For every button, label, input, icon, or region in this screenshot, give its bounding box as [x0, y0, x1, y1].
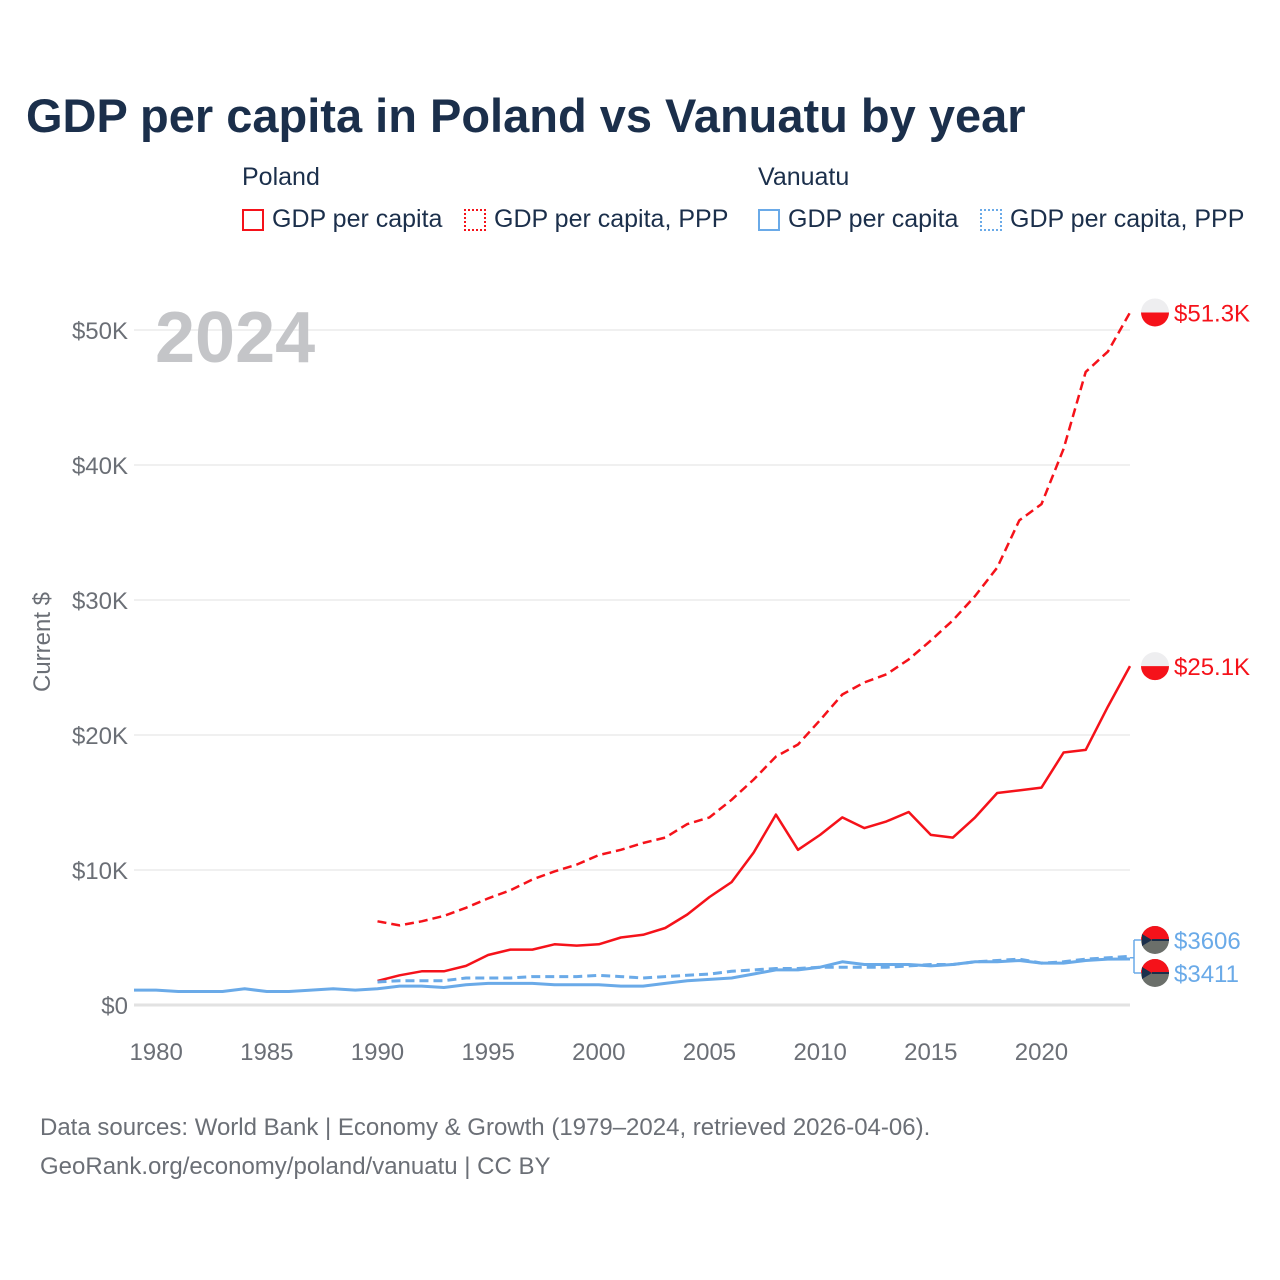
source-note: Data sources: World Bank | Economy & Gro…	[40, 1108, 930, 1186]
flag-red	[1141, 959, 1169, 973]
flag-red	[1141, 312, 1169, 327]
source-line: Data sources: World Bank | Economy & Gro…	[40, 1114, 931, 1141]
label-connector	[1130, 939, 1142, 974]
legend-group-poland: Poland	[242, 163, 320, 191]
legend-vanuatu-gdp[interactable]: GDP per capita	[758, 205, 958, 234]
end-value-label: $51.3K	[1174, 300, 1250, 327]
end-value-label: $3606	[1174, 928, 1241, 955]
legend-group-vanuatu: Vanuatu	[758, 163, 850, 191]
flag-triangle	[1142, 934, 1152, 946]
x-tick-label: 2010	[793, 1039, 846, 1066]
y-tick-label: $0	[101, 993, 128, 1020]
y-axis-label: Current $	[29, 592, 56, 692]
legend-vanuatu-ppp[interactable]: GDP per capita, PPP	[980, 205, 1244, 234]
x-tick-label: 1980	[129, 1039, 182, 1066]
legend-swatch-dotted	[464, 208, 486, 231]
legend-label: GDP per capita, PPP	[1010, 205, 1245, 233]
y-tick-label: $30K	[72, 588, 128, 615]
y-tick-label: $50K	[72, 318, 128, 345]
legend-swatch-dotted	[980, 208, 1002, 231]
x-tick-label: 1985	[240, 1039, 293, 1066]
series-line-vanuatu-gdp-per-capita	[134, 957, 1131, 993]
flag-vanuatu-icon	[1141, 926, 1169, 954]
flag-red	[1141, 926, 1169, 940]
year-watermark: 2024	[155, 298, 315, 378]
flag-red	[1141, 666, 1169, 681]
source-link[interactable]: GeoRank.org/economy/poland/vanuatu | CC …	[40, 1153, 551, 1180]
flag-poland-icon	[1141, 298, 1169, 327]
flag-poland-icon	[1141, 652, 1169, 681]
legend-swatch-solid	[242, 208, 264, 231]
chart-title: GDP per capita in Poland vs Vanuatu by y…	[26, 89, 1026, 142]
end-value-label: $25.1K	[1174, 654, 1250, 681]
x-tick-label: 1995	[461, 1039, 514, 1066]
legend-label: GDP per capita	[272, 205, 443, 233]
legend-poland-gdp[interactable]: GDP per capita	[242, 205, 442, 234]
x-tick-label: 2015	[904, 1039, 957, 1066]
x-tick-label: 2000	[572, 1039, 625, 1066]
series-line-poland-gdp-per-capita-ppp	[377, 311, 1132, 927]
flag-triangle	[1142, 967, 1152, 979]
y-tick-label: $40K	[72, 453, 128, 480]
series-line-poland-gdp-per-capita	[377, 665, 1132, 983]
y-tick-label: $20K	[72, 723, 128, 750]
end-value-label: $3411	[1174, 961, 1239, 988]
y-tick-label: $10K	[72, 858, 128, 885]
x-tick-label: 1990	[351, 1039, 404, 1066]
x-tick-label: 2005	[683, 1039, 736, 1066]
legend-label: GDP per capita	[788, 205, 959, 233]
legend-label: GDP per capita, PPP	[494, 205, 729, 233]
legend-poland-ppp[interactable]: GDP per capita, PPP	[464, 205, 728, 234]
x-tick-label: 2020	[1015, 1039, 1068, 1066]
legend-swatch-solid	[758, 208, 780, 231]
flag-vanuatu-icon	[1141, 959, 1169, 987]
